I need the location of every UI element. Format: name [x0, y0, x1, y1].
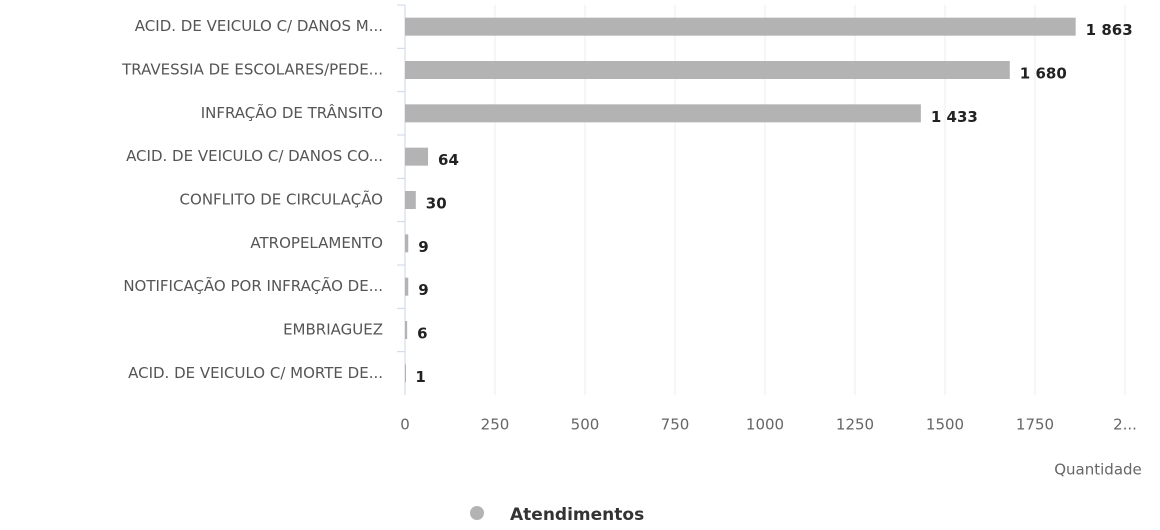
x-axis-title: Quantidade — [1054, 461, 1142, 479]
bar — [405, 364, 406, 383]
x-tick-label: 0 — [400, 416, 410, 434]
data-label: 1 433 — [931, 108, 978, 126]
bar — [405, 191, 416, 209]
x-tick-label: 1000 — [746, 416, 784, 434]
y-tick-label: CONFLITO DE CIRCULAÇÃO — [180, 190, 383, 209]
data-label: 1 680 — [1020, 65, 1067, 83]
x-tick-label: 1500 — [926, 416, 964, 434]
x-tick-label: 1750 — [1016, 416, 1054, 434]
bar — [405, 321, 408, 339]
x-tick-label: 250 — [481, 416, 510, 434]
data-label: 1 — [415, 368, 425, 386]
data-label: 6 — [417, 325, 427, 343]
bar — [405, 61, 1010, 79]
x-tick-label: 2... — [1113, 416, 1137, 434]
bar — [405, 17, 1076, 36]
y-tick-label: ACID. DE VEICULO C/ MORTE DE... — [128, 364, 383, 382]
data-label: 30 — [426, 195, 447, 213]
bar — [405, 234, 409, 253]
y-tick-label: ACID. DE VEICULO C/ DANOS CO... — [126, 147, 383, 165]
data-label: 9 — [418, 238, 428, 256]
y-tick-label: EMBRIAGUEZ — [283, 321, 383, 339]
y-tick-label: NOTIFICAÇÃO POR INFRAÇÃO DE... — [123, 276, 383, 295]
y-tick-label: ATROPELAMENTO — [250, 234, 383, 252]
y-tick-label: INFRAÇÃO DE TRÂNSITO — [201, 103, 383, 122]
y-tick-label: TRAVESSIA DE ESCOLARES/PEDE... — [121, 61, 383, 79]
data-label: 9 — [418, 281, 428, 299]
bar — [405, 277, 409, 296]
x-tick-label: 1250 — [836, 416, 874, 434]
y-tick-label: ACID. DE VEICULO C/ DANOS M... — [135, 17, 383, 35]
legend-marker — [470, 506, 484, 520]
x-tick-label: 500 — [571, 416, 600, 434]
bar — [405, 147, 429, 166]
data-label: 1 863 — [1086, 21, 1133, 39]
data-label: 64 — [438, 151, 459, 169]
legend-label: Atendimentos — [510, 505, 644, 525]
bar — [405, 104, 921, 123]
x-tick-label: 750 — [661, 416, 690, 434]
